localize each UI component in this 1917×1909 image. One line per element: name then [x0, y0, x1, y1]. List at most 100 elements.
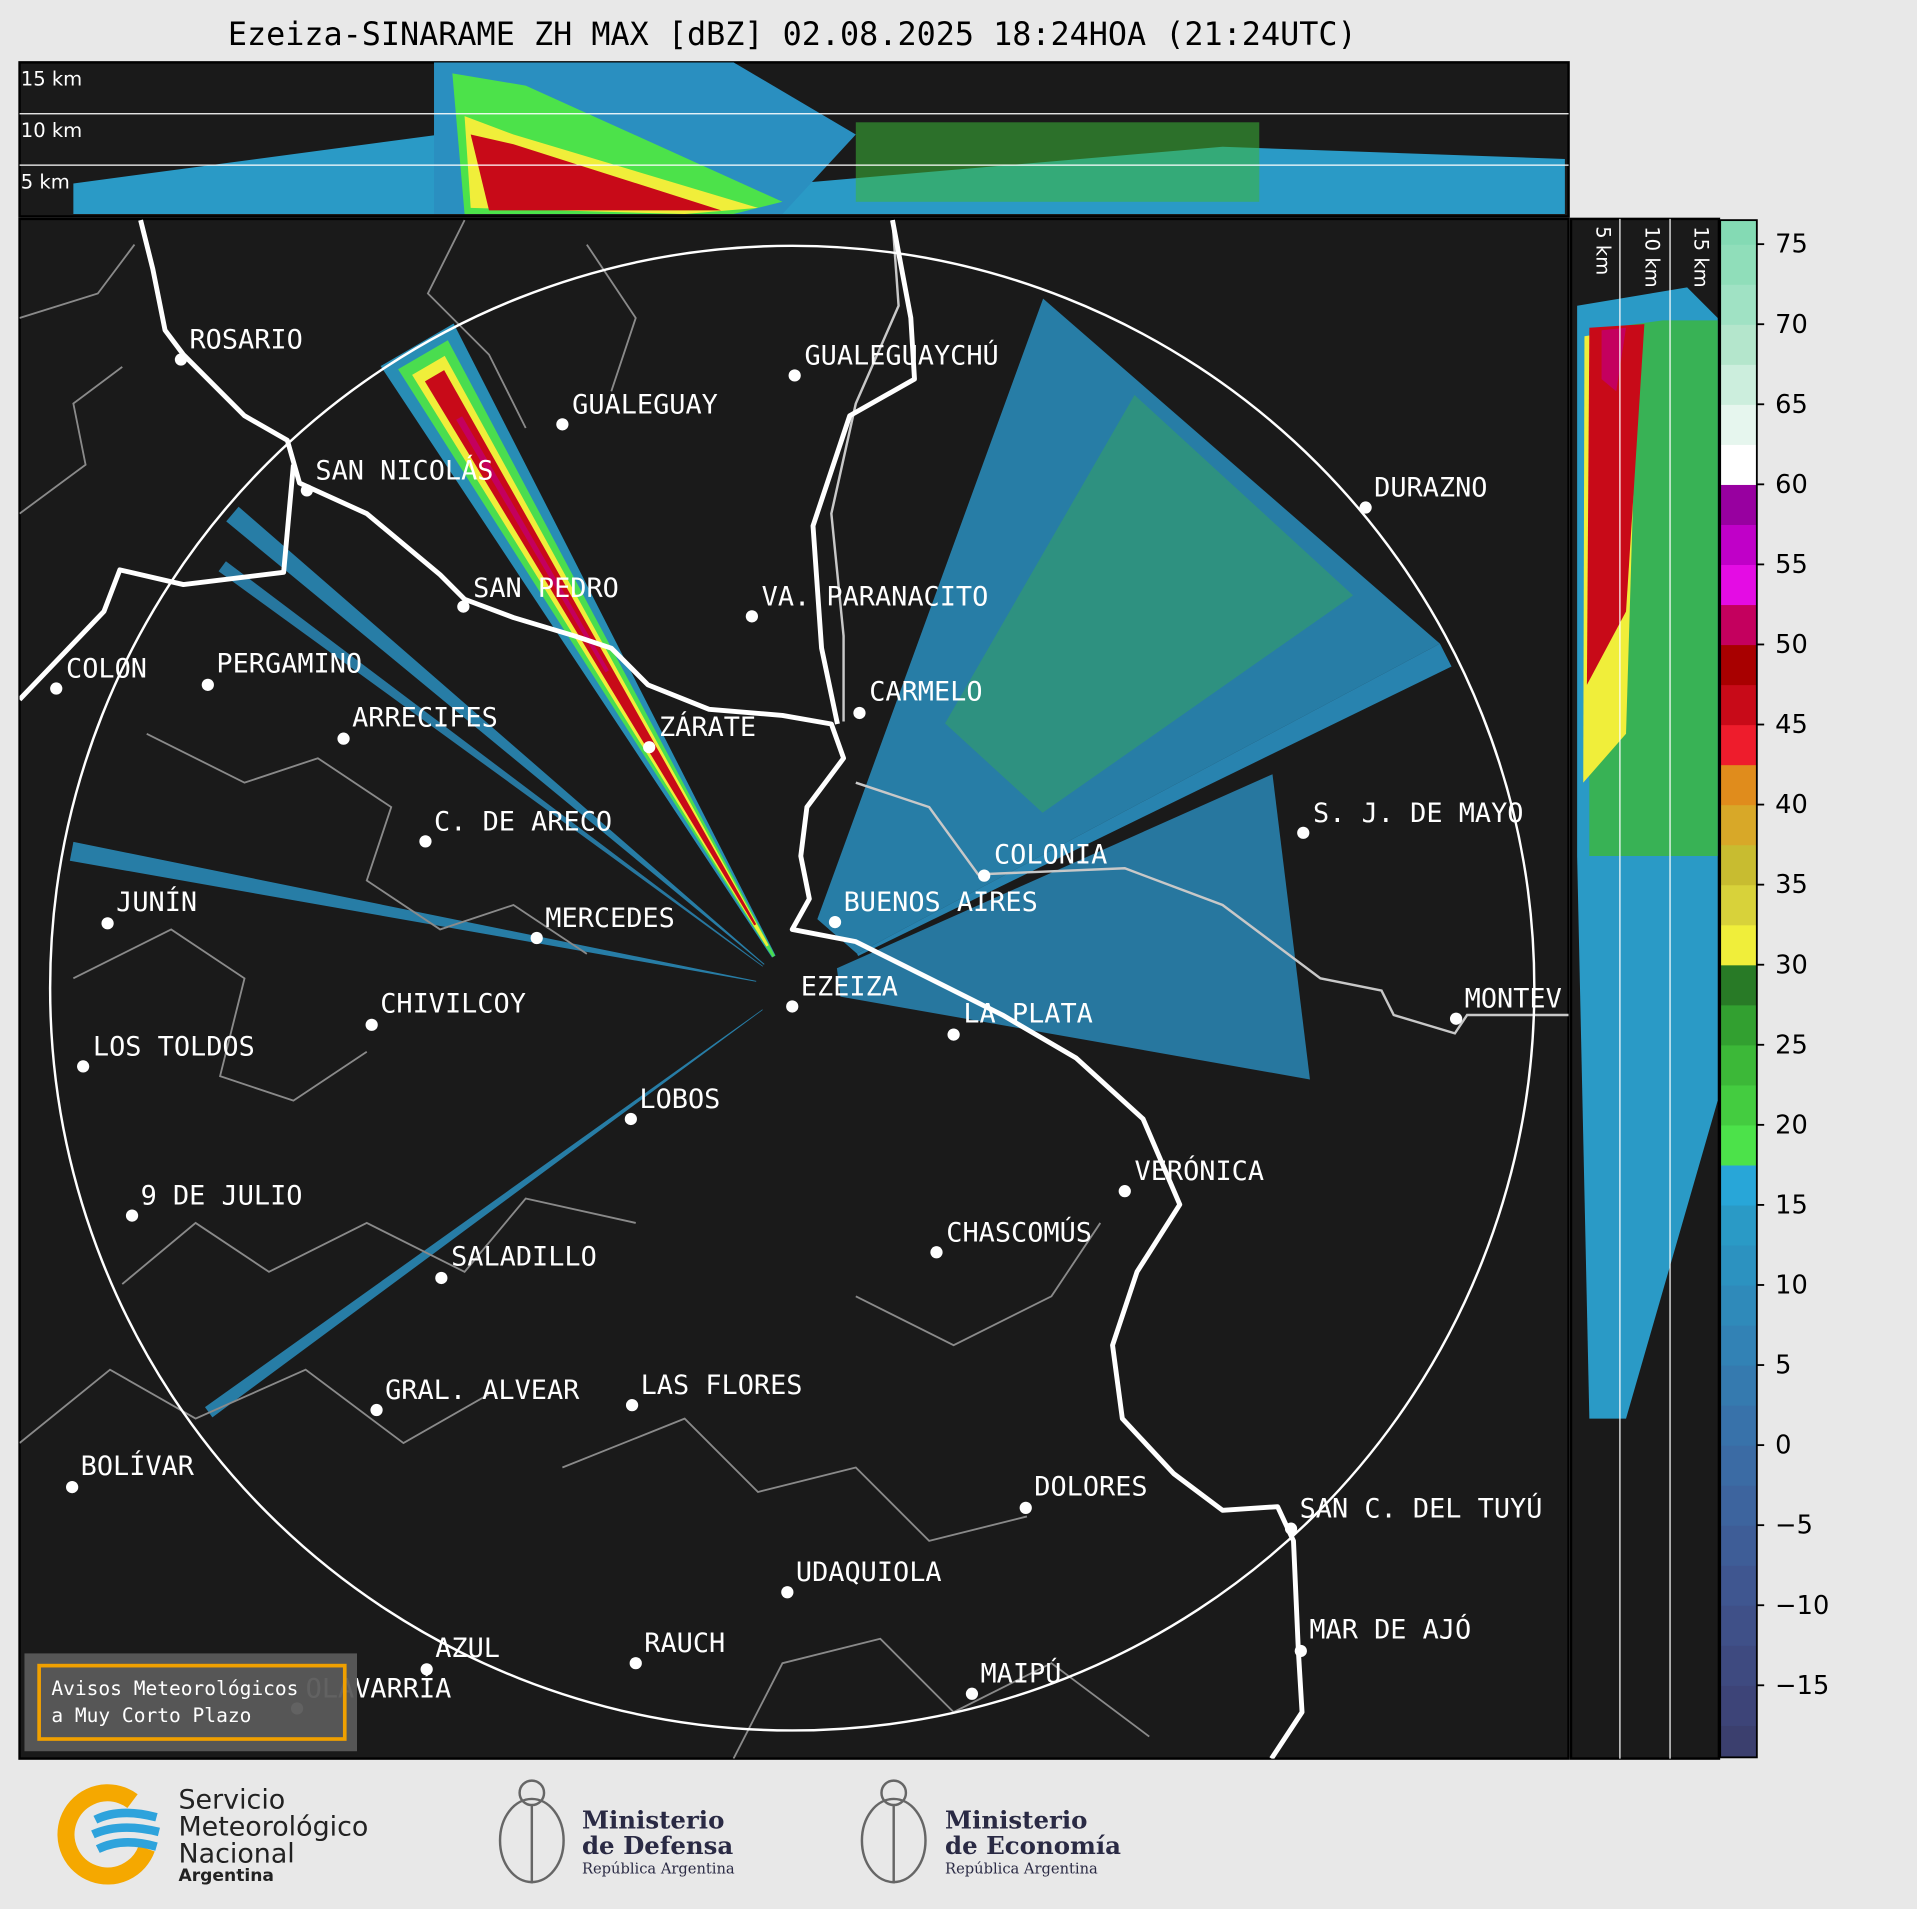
- colorbar-tick-label: 10: [1775, 1271, 1808, 1301]
- city-label: VERÓNICA: [1135, 1155, 1265, 1187]
- colorbar-band: [1720, 844, 1757, 886]
- city-label: MAR DE AJÓ: [1309, 1614, 1471, 1646]
- city-label: VA. PARANACITO: [762, 581, 989, 612]
- colorbar-band: [1720, 1284, 1757, 1326]
- city-marker: [300, 484, 313, 497]
- colorbar-band: [1720, 1605, 1757, 1646]
- colorbar-band: [1720, 324, 1757, 365]
- city-label: DOLORES: [1034, 1472, 1147, 1503]
- logo-text: Servicio: [178, 1785, 285, 1816]
- colorbar-band: [1720, 1405, 1757, 1446]
- colorbar-band: [1720, 484, 1757, 525]
- echo: [856, 643, 1452, 956]
- notice-box: [24, 1653, 357, 1752]
- city-marker: [788, 369, 801, 382]
- city-label: JUNÍN: [116, 886, 197, 918]
- logo-text: Meteorológico: [178, 1812, 368, 1843]
- city-marker: [629, 1657, 642, 1670]
- city-label: GRAL. ALVEAR: [385, 1375, 580, 1406]
- city-label: SAN PEDRO: [473, 573, 619, 604]
- city-marker: [947, 1028, 960, 1041]
- colorbar-tick-label: 25: [1775, 1030, 1808, 1060]
- colorbar-tick-label: 40: [1775, 790, 1808, 820]
- city-label: S. J. DE MAYO: [1313, 798, 1523, 829]
- city-marker: [1449, 1012, 1463, 1025]
- city-marker: [556, 418, 569, 431]
- echoes: [69, 298, 1452, 1418]
- city-marker: [457, 600, 470, 613]
- city-label: CARMELO: [869, 677, 982, 708]
- colorbar-band: [1720, 1565, 1757, 1606]
- city-label: COLONIA: [994, 839, 1107, 870]
- height-label: 10 km: [21, 119, 82, 142]
- city-label: MAIPÚ: [981, 1658, 1062, 1690]
- colorbar-band: [1720, 724, 1757, 766]
- colorbar-band: [1720, 1124, 1757, 1166]
- city-label: SAN C. DEL TUYÚ: [1300, 1493, 1543, 1525]
- colorbar-band: [1720, 1445, 1757, 1486]
- colorbar-band: [1720, 1365, 1757, 1406]
- echo: [218, 561, 763, 967]
- city-marker: [337, 732, 350, 745]
- colorbar-tick-label: 75: [1775, 230, 1808, 260]
- range-ring: [48, 244, 1536, 1732]
- city-marker: [125, 1209, 139, 1222]
- height-echoes: [73, 62, 1565, 215]
- colorbar-tick-label: 70: [1775, 310, 1808, 340]
- colorbar-tick-label: 65: [1775, 390, 1808, 420]
- city-marker: [370, 1403, 383, 1417]
- city-label: PERGAMINO: [216, 649, 362, 680]
- logo-text: Argentina: [178, 1866, 273, 1886]
- colorbar-band: [1720, 884, 1757, 926]
- city-marker: [930, 1246, 943, 1259]
- city-label: LOS TOLDOS: [93, 1031, 255, 1062]
- city-marker: [365, 1018, 378, 1031]
- city-label: LOBOS: [639, 1084, 720, 1115]
- echo: [226, 506, 765, 965]
- colorbar-band: [1720, 1525, 1757, 1566]
- echo: [817, 298, 1440, 954]
- logo-text: República Argentina: [945, 1861, 1098, 1878]
- logo-text: Nacional: [178, 1839, 294, 1870]
- city-label: COLON: [66, 654, 147, 685]
- city-label: SALADILLO: [451, 1242, 597, 1273]
- city-label: BUENOS AIRES: [844, 887, 1038, 918]
- city-marker: [745, 610, 758, 623]
- colorbar-band: [1720, 1645, 1757, 1686]
- colorbar-band: [1720, 1004, 1757, 1046]
- map-panel: [18, 217, 1570, 1760]
- colorbar-band: [1720, 564, 1757, 606]
- colorbar-tick-label: −5: [1775, 1511, 1813, 1541]
- colorbar-tick-label: −10: [1775, 1591, 1829, 1621]
- colorbar-tick-label: 15: [1775, 1190, 1808, 1220]
- logo-text: de Economía: [945, 1831, 1121, 1860]
- city-marker: [50, 682, 63, 695]
- side-height-label: 5 km: [1592, 226, 1615, 275]
- colorbar-band: [1720, 804, 1757, 846]
- colorbar-frame: [1719, 219, 1758, 1759]
- city-marker: [1297, 826, 1310, 839]
- city-label: LAS FLORES: [641, 1370, 803, 1401]
- city-marker: [853, 706, 866, 720]
- colorbar-band: [1720, 244, 1757, 285]
- city-marker: [77, 1060, 90, 1073]
- city-label: SAN NICOLÁS: [315, 454, 493, 486]
- colorbar-band: [1720, 1325, 1757, 1366]
- colorbar-band: [1720, 524, 1757, 566]
- logo-escudo: [860, 1779, 927, 1884]
- city-marker: [1359, 501, 1372, 514]
- city-label: LA PLATA: [963, 998, 1093, 1029]
- colorbar-band: [1720, 644, 1757, 686]
- city-label: ROSARIO: [189, 325, 302, 356]
- city-marker: [786, 1000, 799, 1013]
- city-marker: [781, 1586, 794, 1599]
- echo: [456, 416, 609, 673]
- city-marker: [174, 353, 188, 366]
- city-label: ARRECIFES: [352, 702, 498, 733]
- city-marker: [978, 869, 991, 882]
- city-label: EZEIZA: [801, 971, 898, 1002]
- city-marker: [965, 1687, 979, 1700]
- city-label: RAUCH: [644, 1628, 725, 1659]
